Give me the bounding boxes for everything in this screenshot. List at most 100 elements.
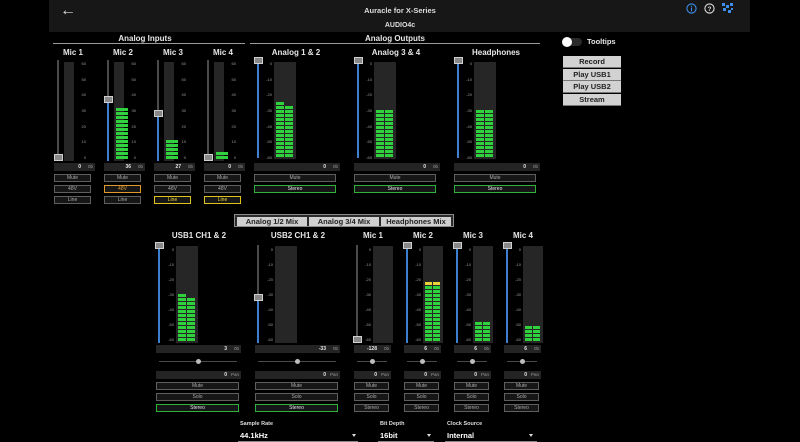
mix-ch-6-mute-button[interactable]: Mute	[504, 382, 539, 390]
mix-ch-4-pan-value-field[interactable]: 0 Pan	[404, 371, 441, 379]
input-3-line-button[interactable]: Line	[154, 196, 191, 204]
mix-ch-3-pan-value-field[interactable]: 0 Pan	[354, 371, 391, 379]
input-2-mute-button[interactable]: Mute	[104, 174, 141, 182]
mix-ch-5-pan-value-field[interactable]: 0 Pan	[454, 371, 491, 379]
mix-ch-5-meter-segment	[475, 338, 482, 341]
input-1-mute-button[interactable]: Mute	[54, 174, 91, 182]
output-3-value-field[interactable]: 0 0b	[454, 163, 540, 171]
input-4-fader-track[interactable]	[207, 60, 209, 161]
logo-icon[interactable]	[721, 2, 734, 15]
mix-ch-2-value-field[interactable]: -33 0b	[255, 345, 340, 353]
mix-ch-5-value-field[interactable]: 6 0b	[454, 345, 491, 353]
input-3-48v-button[interactable]: 48V	[154, 185, 191, 193]
clock-source-chevron-down-icon[interactable]	[529, 434, 533, 437]
mix-ch-2-stereo-button[interactable]: Stereo	[255, 404, 338, 412]
mix-ch-5-stereo-button[interactable]: Stereo	[454, 404, 489, 412]
info-icon[interactable]	[686, 3, 697, 14]
play-usb2-button[interactable]: Play USB2	[563, 81, 621, 93]
mix-ch-4-value-field[interactable]: 6 0b	[404, 345, 441, 353]
mix-ch-1-value-field[interactable]: 3 0b	[156, 345, 241, 353]
mix-ch-5-pan-knob[interactable]	[469, 359, 475, 364]
mix-ch-3-stereo-button[interactable]: Stereo	[354, 404, 389, 412]
mix-ch-3-fader-track[interactable]	[356, 245, 358, 343]
input-2-line-button[interactable]: Line	[104, 196, 141, 204]
input-1-line-button[interactable]: Line	[54, 196, 91, 204]
mix-ch-6-pan-knob[interactable]	[519, 359, 525, 364]
back-arrow-icon[interactable]: ←	[60, 2, 76, 19]
mix-ch-5-solo-button[interactable]: Solo	[454, 393, 489, 401]
mix-ch-2-pan-knob[interactable]	[294, 359, 300, 364]
input-1-fader-handle[interactable]	[53, 154, 63, 161]
help-icon[interactable]: ?	[704, 3, 715, 14]
input-1-value-field[interactable]: 0 0b	[54, 163, 95, 171]
mix-ch-3-pan-knob[interactable]	[369, 359, 375, 364]
mix-ch-2-mute-button[interactable]: Mute	[255, 382, 338, 390]
mix-ch-1-name: USB1 CH1 & 2	[171, 231, 227, 240]
mix-ch-6-stereo-button[interactable]: Stereo	[504, 404, 539, 412]
bit-depth-chevron-down-icon[interactable]	[427, 434, 431, 437]
output-2-value-field[interactable]: 0 0b	[354, 163, 440, 171]
mix-ch-1-pan-value-field[interactable]: 0 Pan	[156, 371, 241, 379]
mix-ch-5-fader-handle[interactable]	[452, 242, 462, 249]
output-1-mute-button[interactable]: Mute	[254, 174, 336, 182]
mix-ch-1-solo-button[interactable]: Solo	[156, 393, 239, 401]
mix-ch-6-value-field[interactable]: 6 0b	[504, 345, 541, 353]
input-4-line-button[interactable]: Line	[204, 196, 241, 204]
mix-ch-1-stereo-button[interactable]: Stereo	[156, 404, 239, 412]
mix-ch-3-fader-handle[interactable]	[352, 336, 362, 343]
mix-ch-4-fader-handle[interactable]	[402, 242, 412, 249]
input-3-fader-handle[interactable]	[153, 110, 163, 118]
mix-ch-6-fader-handle[interactable]	[502, 242, 512, 249]
mix-ch-1-fader-handle[interactable]	[154, 242, 164, 249]
mix-ch-5-mute-button[interactable]: Mute	[454, 382, 489, 390]
output-1-value-field[interactable]: 0 0b	[254, 163, 340, 171]
mix-ch-4-solo-button[interactable]: Solo	[404, 393, 439, 401]
mix-ch-4-stereo-button[interactable]: Stereo	[404, 404, 439, 412]
tab-analog-3-4-mix[interactable]: Analog 3/4 Mix	[309, 217, 379, 226]
input-1-fader-track[interactable]	[57, 60, 59, 161]
output-1-scale-label: 0	[269, 61, 272, 66]
mix-ch-3-value-field[interactable]: -128 0b	[354, 345, 391, 353]
mix-ch-6-pan-value-field[interactable]: 0 Pan	[504, 371, 541, 379]
tab-headphones-mix[interactable]: Headphones Mix	[381, 217, 451, 226]
play-usb1-button[interactable]: Play USB1	[563, 69, 621, 81]
input-4-value-field[interactable]: 0 0b	[204, 163, 245, 171]
input-3-value-field[interactable]: 27 0b	[154, 163, 195, 171]
output-3-fader-handle[interactable]	[453, 57, 463, 64]
input-4-mute-button[interactable]: Mute	[204, 174, 241, 182]
bit-depth-select[interactable]: 16bit	[380, 431, 398, 440]
mix-ch-1-pan-knob[interactable]	[195, 359, 201, 364]
clock-source-select[interactable]: Internal	[447, 431, 475, 440]
mix-ch-2-solo-button[interactable]: Solo	[255, 393, 338, 401]
mix-ch-3-solo-button[interactable]: Solo	[354, 393, 389, 401]
input-4-fader-handle[interactable]	[203, 154, 213, 161]
mix-ch-2-fader-handle[interactable]	[253, 293, 263, 301]
output-1-stereo-button[interactable]: Stereo	[254, 185, 336, 193]
record-button[interactable]: Record	[563, 56, 621, 68]
output-2-fader-handle[interactable]	[353, 57, 363, 64]
mix-ch-3-mute-button[interactable]: Mute	[354, 382, 389, 390]
output-2-stereo-button[interactable]: Stereo	[354, 185, 436, 193]
input-4-48v-button[interactable]: 48V	[204, 185, 241, 193]
mix-ch-6-solo-button[interactable]: Solo	[504, 393, 539, 401]
input-2-value-field[interactable]: 36 0b	[104, 163, 145, 171]
input-4-meter-segment	[216, 156, 222, 159]
mix-ch-4-pan-knob[interactable]	[419, 359, 425, 364]
input-3-mute-button[interactable]: Mute	[154, 174, 191, 182]
sample-rate-select[interactable]: 44.1kHz	[240, 431, 268, 440]
stream-button[interactable]: Stream	[563, 94, 621, 106]
output-1-meter-segment	[285, 110, 293, 113]
output-2-mute-button[interactable]: Mute	[354, 174, 436, 182]
input-2-fader-handle[interactable]	[103, 95, 113, 103]
tab-analog-1-2-mix[interactable]: Analog 1/2 Mix	[237, 217, 307, 226]
mix-ch-2-pan-value-field[interactable]: 0 Pan	[255, 371, 340, 379]
output-3-stereo-button[interactable]: Stereo	[454, 185, 536, 193]
input-2-48v-button[interactable]: 48V	[104, 185, 141, 193]
mix-ch-1-mute-button[interactable]: Mute	[156, 382, 239, 390]
input-1-48v-button[interactable]: 48V	[54, 185, 91, 193]
sample-rate-chevron-down-icon[interactable]	[352, 434, 356, 437]
mix-ch-4-mute-button[interactable]: Mute	[404, 382, 439, 390]
output-1-fader-handle[interactable]	[253, 57, 263, 64]
tooltips-toggle[interactable]	[562, 37, 582, 47]
output-3-mute-button[interactable]: Mute	[454, 174, 536, 182]
